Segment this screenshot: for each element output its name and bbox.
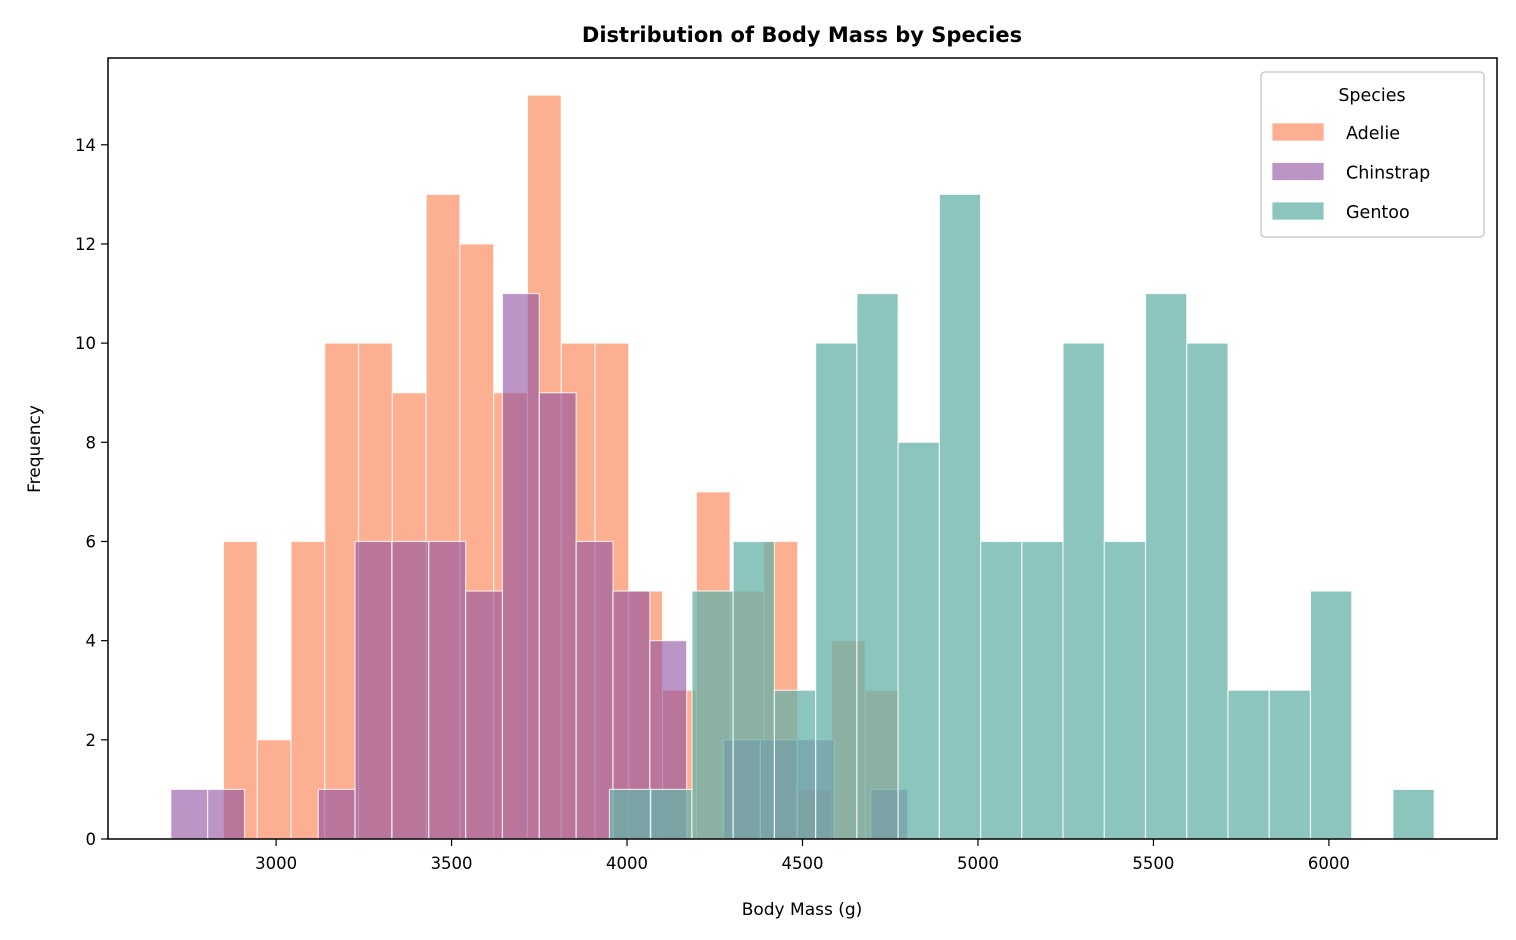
legend-label-gentoo: Gentoo (1346, 203, 1410, 223)
bar-gentoo (1392, 788, 1435, 840)
bar-chinstrap (465, 590, 504, 840)
bar-gentoo (979, 540, 1023, 840)
bar-chinstrap (170, 788, 209, 840)
bar-chinstrap (575, 540, 614, 840)
x-tick-label: 4500 (782, 854, 824, 873)
bar-gentoo (691, 590, 734, 840)
bar-chinstrap (354, 540, 393, 840)
y-tick-label: 8 (86, 433, 97, 452)
bar-gentoo (938, 193, 982, 840)
bar-chinstrap (428, 540, 467, 840)
y-axis-label: Frequency (25, 405, 45, 493)
bar-chinstrap (501, 292, 540, 840)
x-tick-label: 5500 (1132, 854, 1174, 873)
bar-gentoo (856, 292, 899, 840)
x-axis: 3000 3500 4000 4500 5000 5500 6000 (255, 839, 1350, 873)
y-tick-label: 0 (86, 830, 97, 849)
bar-gentoo (1144, 292, 1188, 840)
legend-title: Species (1338, 86, 1405, 106)
x-axis-label: Body Mass (g) (742, 900, 863, 920)
legend-swatch-adelie (1271, 122, 1325, 142)
y-tick-label: 2 (86, 731, 97, 750)
y-tick-label: 14 (75, 136, 96, 155)
bars-layer (170, 94, 1435, 840)
bar-gentoo (732, 540, 776, 840)
bar-gentoo (1268, 689, 1312, 840)
legend-label-chinstrap: Chinstrap (1346, 164, 1430, 184)
x-tick-label: 3500 (431, 854, 473, 873)
y-tick-label: 12 (75, 235, 96, 254)
x-tick-label: 3000 (255, 854, 297, 873)
bar-gentoo (650, 788, 693, 840)
legend-box (1260, 71, 1485, 238)
y-tick-label: 4 (86, 632, 97, 651)
x-tick-label: 5000 (957, 854, 999, 873)
bar-chinstrap (538, 392, 577, 840)
bar-gentoo (773, 689, 817, 840)
bar-adelie (256, 739, 292, 840)
y-axis: 0 2 4 6 8 10 12 14 (75, 136, 108, 849)
legend-swatch-gentoo (1271, 201, 1325, 221)
legend-label-adelie: Adelie (1346, 124, 1400, 144)
bar-chinstrap (391, 540, 430, 840)
legend: Species Adelie Chinstrap Gentoo (1260, 71, 1485, 238)
bar-gentoo (1062, 342, 1105, 840)
x-tick-label: 4000 (606, 854, 648, 873)
bar-gentoo (1227, 689, 1270, 840)
bar-adelie (324, 342, 360, 840)
bar-gentoo (1309, 590, 1353, 840)
bar-gentoo (897, 441, 940, 840)
chart-title: Distribution of Body Mass by Species (582, 23, 1022, 47)
bar-chinstrap (207, 788, 246, 840)
bar-gentoo (608, 788, 652, 840)
y-tick-label: 10 (75, 334, 96, 353)
bar-gentoo (1021, 540, 1064, 840)
series-gentoo (608, 193, 1435, 840)
bar-gentoo (815, 342, 858, 840)
bar-gentoo (1186, 342, 1229, 840)
legend-swatch-chinstrap (1271, 162, 1325, 181)
y-tick-label: 6 (86, 532, 97, 551)
x-tick-label: 6000 (1308, 854, 1350, 873)
bar-gentoo (1103, 540, 1147, 840)
bar-chinstrap (317, 788, 356, 840)
